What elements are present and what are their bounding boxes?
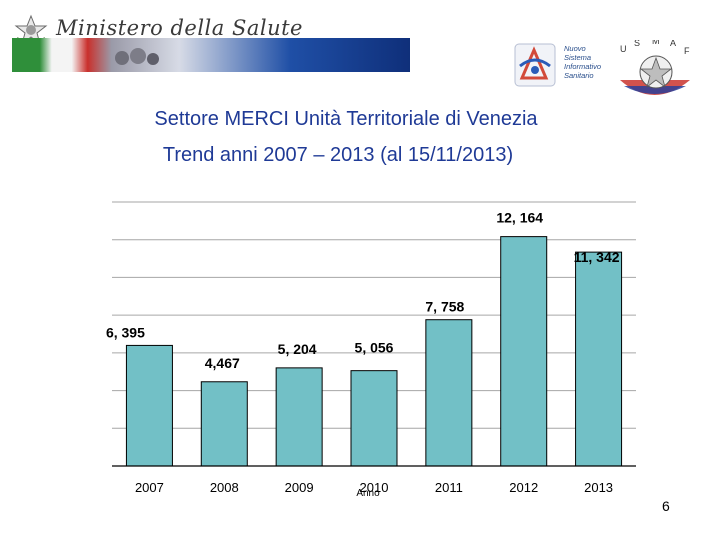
chart-title-line2: Trend anni 2007 – 2013 (al 15/11/2013) — [162, 144, 514, 166]
usmaf-letter: U — [620, 44, 627, 54]
x-tick-label-2013: 2013 — [584, 480, 613, 495]
data-label-2011: 7, 758 — [425, 299, 464, 315]
nsis-word: Informativo — [564, 62, 602, 71]
x-axis-label: Anno — [356, 488, 380, 499]
chart-title-line1: Settore MERCI Unità Territoriale di Vene… — [154, 108, 538, 130]
nsis-mark-icon — [514, 43, 556, 87]
usmaf-letter: M — [652, 40, 660, 46]
nsis-logo-icon: Nuovo Sistema Informativo Sanitario — [512, 40, 608, 94]
page-number: 6 — [662, 498, 670, 514]
usmaf-letter: F — [684, 46, 690, 56]
x-tick-label-2010: 2010 — [360, 480, 389, 495]
bar-2010 — [350, 370, 398, 467]
bar-2012 — [500, 236, 548, 467]
data-label-2010: 5, 056 — [355, 340, 394, 356]
nsis-word: Nuovo — [564, 44, 586, 53]
ministry-name: Ministero della Salute — [56, 16, 303, 40]
data-label-2009: 5, 204 — [278, 341, 317, 357]
bars — [125, 236, 623, 467]
usmaf-letter: A — [670, 40, 676, 48]
x-tick-label-2007: 2007 — [135, 480, 164, 495]
usmaf-letter: S — [634, 40, 640, 48]
slide-header: Ministero della Salute — [0, 0, 720, 100]
bar-2007 — [125, 344, 173, 467]
bar-2011 — [425, 319, 473, 467]
data-labels: 6, 395 4,467 5, 204 5, 056 7, 758 12, 164 11, … — [106, 210, 620, 371]
data-label-2013: 11, 342 — [574, 249, 620, 265]
data-label-2012: 12, 164 — [496, 210, 543, 226]
x-tick-label-2008: 2008 — [210, 480, 239, 495]
bar-2013 — [575, 251, 623, 467]
nsis-logo-label: Nuovo Sistema Informativo Sanitario — [564, 44, 601, 80]
usmaf-logo-icon: U S M A F — [620, 40, 690, 95]
bar-2009 — [275, 367, 323, 467]
bar-2008 — [200, 381, 248, 467]
data-label-2008: 4,467 — [205, 355, 240, 371]
data-label-2007: 6, 395 — [106, 324, 145, 340]
nsis-word: Sanitario — [564, 71, 594, 80]
ministry-banner — [12, 38, 410, 72]
x-tick-labels: 2007 2008 2009 2010 2011 2012 2013 — [135, 480, 613, 495]
x-tick-label-2009: 2009 — [285, 480, 314, 495]
x-tick-label-2011: 2011 — [435, 480, 463, 495]
nsis-word: Sistema — [564, 53, 592, 62]
x-tick-label-2012: 2012 — [509, 480, 538, 495]
